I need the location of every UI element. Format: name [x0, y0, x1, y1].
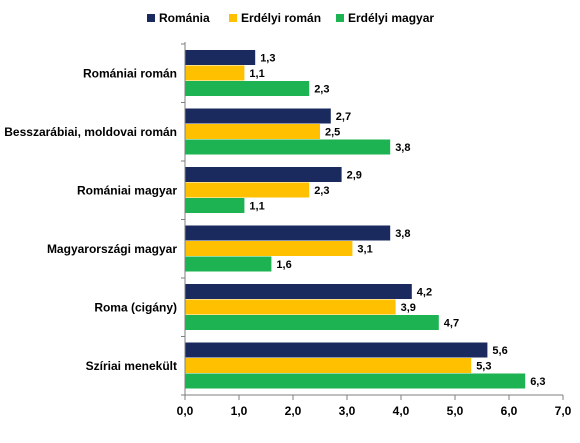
bar-0-4 [185, 284, 412, 299]
bar-0-3 [185, 225, 391, 241]
legend-swatch-0 [147, 14, 155, 22]
x-tick-label: 5,0 [447, 404, 464, 418]
legend-swatch-1 [229, 14, 237, 22]
legend-label-0: Románia [159, 11, 210, 25]
data-label: 2,3 [314, 185, 329, 197]
data-label: 3,9 [401, 302, 416, 314]
data-label: 2,7 [336, 111, 351, 123]
data-label: 1,6 [276, 259, 291, 271]
bar-0-2 [185, 167, 342, 182]
legend-label-2: Erdélyi magyar [348, 11, 434, 25]
bar-0-0 [185, 50, 256, 65]
bar-0-1 [185, 108, 331, 124]
data-label: 1,1 [249, 68, 264, 80]
category-label: Besszarábiai, moldovai román [4, 125, 177, 139]
bar-2-2 [185, 198, 245, 213]
x-tick-label: 2,0 [285, 404, 302, 418]
legend: Románia Erdélyi román Erdélyi magyar [147, 11, 434, 25]
bar-2-1 [185, 139, 391, 155]
x-tick-label: 6,0 [501, 404, 518, 418]
data-label: 2,5 [325, 127, 340, 139]
bar-0-5 [185, 342, 488, 358]
data-label: 2,3 [314, 84, 329, 96]
x-axis: 0,0 1,0 2,0 3,0 4,0 5,0 6,0 7,0 [177, 42, 572, 418]
data-label: 1,1 [249, 201, 264, 213]
bar-1-1 [185, 124, 320, 139]
data-label: 4,2 [417, 287, 432, 299]
bar-2-4 [185, 315, 439, 330]
data-label: 6,3 [530, 376, 545, 388]
x-tick-label: 7,0 [555, 404, 572, 418]
data-label: 3,1 [357, 244, 372, 256]
data-label: 1,3 [260, 53, 275, 65]
x-tick-label: 3,0 [339, 404, 356, 418]
x-tick-label: 1,0 [231, 404, 248, 418]
category-labels: Romániai román Besszarábiai, moldovai rom… [4, 66, 177, 373]
category-label: Szíriai menekült [86, 359, 177, 373]
bar-1-4 [185, 299, 396, 315]
bar-2-0 [185, 81, 310, 96]
bar-1-0 [185, 65, 245, 81]
legend-swatch-2 [336, 14, 344, 22]
category-label: Romániai magyar [77, 183, 177, 197]
legend-label-1: Erdélyi román [241, 11, 321, 25]
bar-1-2 [185, 182, 310, 198]
data-label: 4,7 [444, 318, 459, 330]
category-label: Roma (cigány) [94, 300, 177, 314]
data-label: 2,9 [347, 170, 362, 182]
bar-2-3 [185, 256, 272, 272]
data-label: 3,8 [395, 142, 410, 154]
x-tick-label: 0,0 [177, 404, 194, 418]
x-tick-label: 4,0 [393, 404, 410, 418]
bar-2-5 [185, 373, 526, 389]
data-label: 5,3 [476, 361, 491, 373]
bar-1-5 [185, 358, 472, 373]
category-label: Magyarországi magyar [47, 242, 177, 256]
bars-group: 1,3 1,1 2,3 2,7 2,5 3,8 2,9 2,3 1,1 3,8 3,1 1,6 4,23… [185, 50, 545, 389]
bar-1-3 [185, 241, 353, 256]
data-label: 3,8 [395, 228, 410, 240]
data-label: 5,6 [492, 345, 507, 357]
category-label: Romániai román [83, 66, 177, 80]
